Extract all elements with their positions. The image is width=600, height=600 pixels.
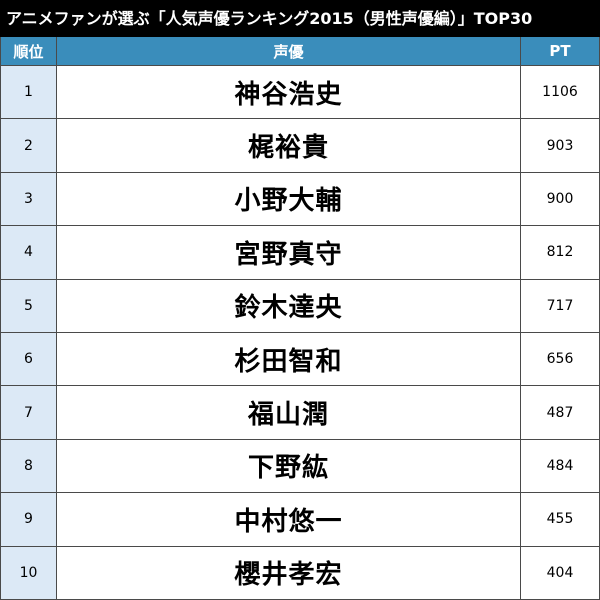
name-cell: 櫻井孝宏 <box>57 546 520 599</box>
name-cell: 杉田智和 <box>57 333 520 386</box>
header-rank: 順位 <box>1 37 56 65</box>
pt-cell: 903 <box>521 119 599 172</box>
rank-cell: 5 <box>1 279 56 332</box>
name-cell: 宮野真守 <box>57 226 520 279</box>
rank-cell: 7 <box>1 386 56 439</box>
name-cell: 中村悠一 <box>57 493 520 546</box>
rank-cell: 6 <box>1 333 56 386</box>
pt-cell: 455 <box>521 493 599 546</box>
rank-cell: 1 <box>1 66 56 119</box>
name-cell: 神谷浩史 <box>57 66 520 119</box>
rank-cell: 4 <box>1 226 56 279</box>
header-name: 声優 <box>57 37 520 65</box>
pt-cell: 900 <box>521 172 599 226</box>
pt-cell: 1106 <box>521 66 599 119</box>
pt-cell: 812 <box>521 226 599 279</box>
rank-cell: 2 <box>1 119 56 172</box>
pt-cell: 484 <box>521 439 599 493</box>
name-cell: 福山潤 <box>57 386 520 439</box>
header-pt: PT <box>521 37 599 65</box>
name-cell: 鈴木達央 <box>57 279 520 332</box>
name-cell: 梶裕貴 <box>57 119 520 172</box>
rank-cell: 3 <box>1 172 56 226</box>
name-cell: 小野大輔 <box>57 172 520 226</box>
name-cell: 下野紘 <box>57 439 520 493</box>
ranking-table: 順位 声優 PT 1 神谷浩史 1106 2 梶裕貴 903 3 小野大輔 90… <box>0 37 600 600</box>
rank-cell: 10 <box>1 546 56 599</box>
rank-cell: 9 <box>1 493 56 546</box>
pt-cell: 487 <box>521 386 599 439</box>
rank-cell: 8 <box>1 439 56 493</box>
pt-cell: 404 <box>521 546 599 599</box>
page-title: アニメファンが選ぶ「人気声優ランキング2015（男性声優編）」TOP30 <box>0 0 600 37</box>
pt-cell: 656 <box>521 333 599 386</box>
pt-cell: 717 <box>521 279 599 332</box>
